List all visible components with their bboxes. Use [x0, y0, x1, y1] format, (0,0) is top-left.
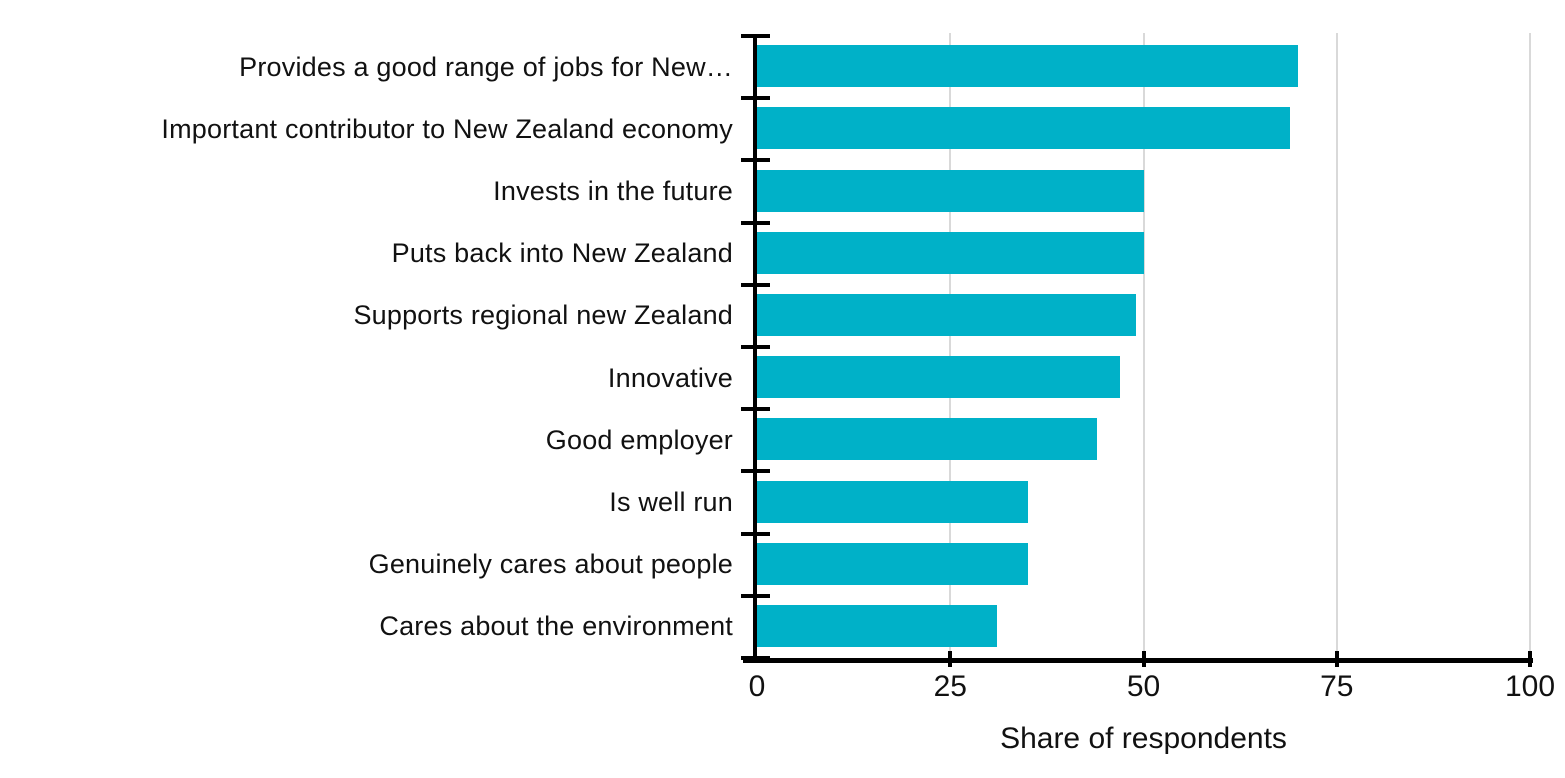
x-axis-tick-label: 75: [1320, 670, 1354, 703]
x-axis-tick: [1141, 651, 1146, 667]
gridline: [1335, 33, 1338, 658]
category-label: Supports regional new Zealand: [353, 300, 733, 331]
x-axis-tick-labels: 0 25 50 75 100: [749, 670, 1555, 708]
gridline: [1529, 33, 1531, 658]
category-label: Is well run: [609, 486, 733, 517]
x-axis-title: Share of respondents: [1000, 722, 1287, 755]
y-axis-tick: [741, 531, 770, 536]
bar: [757, 356, 1121, 399]
x-axis-tick: [1334, 651, 1339, 667]
category-label: Cares about the environment: [379, 611, 733, 642]
y-axis-tick: [741, 220, 770, 225]
x-axis-tick-label: 0: [748, 670, 766, 703]
gridline: [1142, 33, 1145, 658]
y-axis-tick: [741, 282, 770, 287]
y-axis-tick: [741, 96, 770, 101]
category-label: Genuinely cares about people: [368, 549, 733, 580]
gridline: [949, 33, 952, 658]
category-label: Puts back into New Zealand: [391, 238, 733, 269]
bar: [757, 542, 1028, 585]
plot-area: [741, 33, 1533, 667]
bar: [757, 604, 997, 647]
category-label: Good employer: [545, 424, 733, 455]
category-label: Invests in the future: [493, 175, 733, 206]
y-axis-tick: [741, 469, 770, 474]
x-axis-line: [743, 658, 1533, 663]
bar: [757, 418, 1098, 461]
y-axis-tick: [741, 656, 770, 660]
x-axis-tick-label: 100: [1504, 670, 1556, 703]
x-axis-tick: [948, 651, 953, 667]
x-axis-tick-label: 25: [933, 670, 967, 703]
y-axis-tick: [741, 407, 770, 412]
bar: [757, 107, 1291, 150]
x-axis-tick: [1528, 651, 1532, 667]
bar: [757, 480, 1028, 523]
category-label: Innovative: [607, 362, 733, 393]
bar: [757, 293, 1136, 336]
bar: [757, 231, 1144, 274]
category-label: Important contributor to New Zealand eco…: [161, 113, 733, 144]
y-axis-tick: [741, 34, 770, 38]
category-axis-labels: Provides a good range of jobs for New… Im…: [0, 36, 745, 658]
y-axis-tick: [741, 593, 770, 598]
bar: [757, 169, 1144, 212]
y-axis-tick: [741, 158, 770, 163]
x-axis-tick-label: 50: [1126, 670, 1161, 703]
y-axis-tick: [741, 345, 770, 349]
category-label: Provides a good range of jobs for New…: [239, 51, 733, 82]
bar: [757, 45, 1299, 88]
